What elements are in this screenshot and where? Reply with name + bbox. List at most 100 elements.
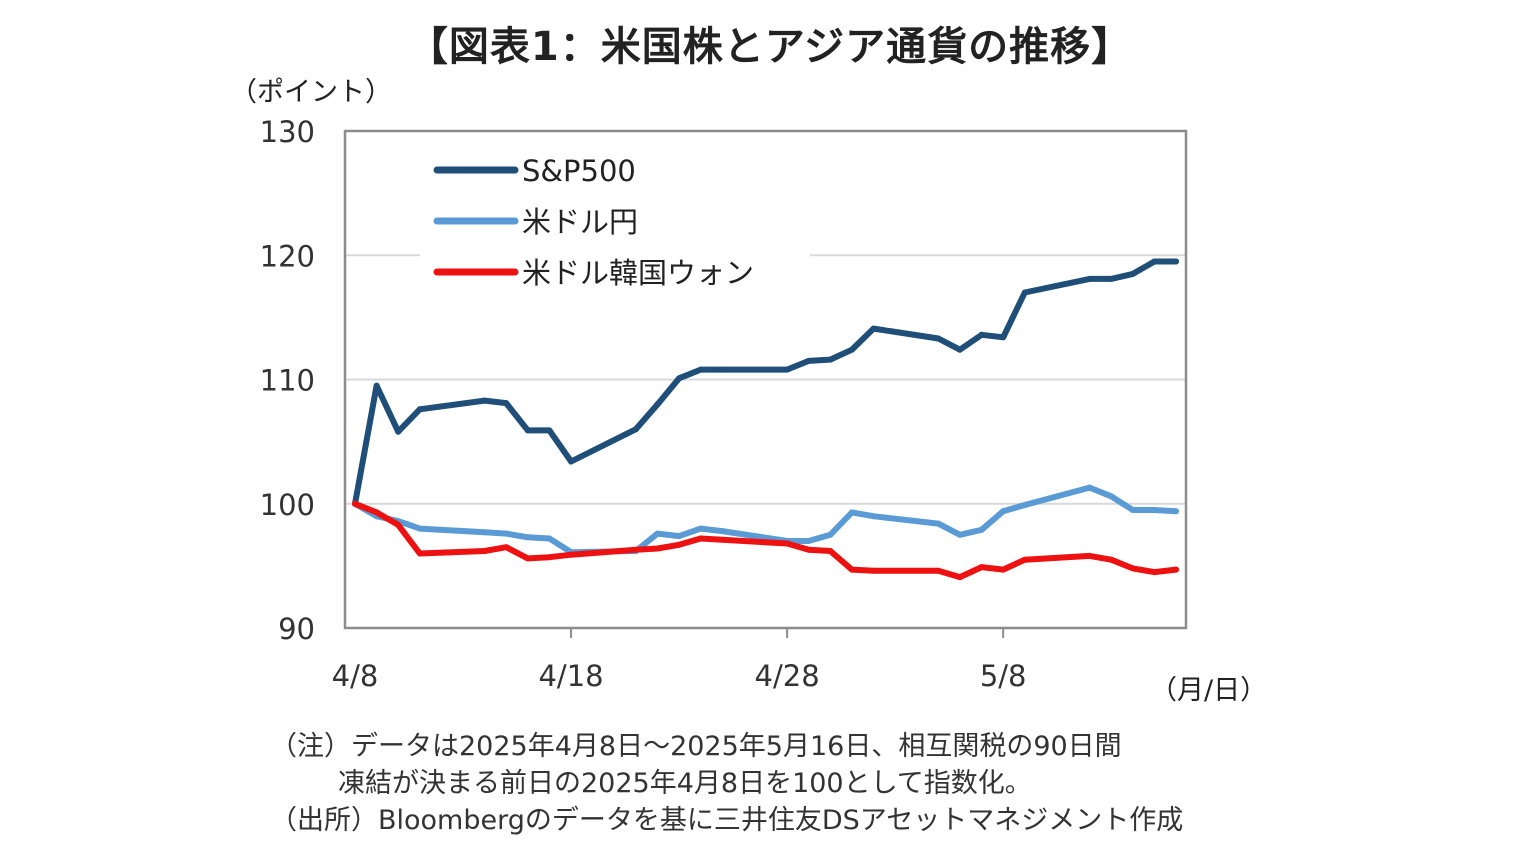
y-tick-label-110: 110 bbox=[260, 364, 315, 398]
series-0-point-5/5 bbox=[935, 335, 942, 342]
series-0-point-5/13 bbox=[1108, 275, 1115, 282]
series-0-point-4/25 bbox=[719, 366, 726, 373]
series-0-point-5/8 bbox=[1000, 334, 1007, 341]
series-1-point-5/1 bbox=[848, 509, 855, 516]
series-2-point-4/28 bbox=[784, 540, 791, 547]
series-0-point-5/7 bbox=[978, 331, 985, 338]
y-tick-label-130: 130 bbox=[260, 115, 315, 149]
series-0-point-4/10 bbox=[395, 428, 402, 435]
legend-label-2: 米ドル韓国ウォン bbox=[522, 256, 754, 290]
series-1-point-4/15 bbox=[503, 530, 510, 537]
series-2-point-4/30 bbox=[827, 548, 834, 554]
series-2-point-4/8 bbox=[352, 500, 358, 507]
series-1-point-5/15 bbox=[1151, 507, 1158, 513]
series-0-point-4/11 bbox=[416, 406, 423, 413]
legend-label-1: 米ドル円 bbox=[522, 205, 638, 239]
series-1-point-4/30 bbox=[827, 531, 834, 538]
series-2-point-5/7 bbox=[978, 564, 985, 571]
series-1-point-4/17 bbox=[546, 535, 553, 542]
series-0-point-4/9 bbox=[373, 382, 380, 389]
series-1-point-5/13 bbox=[1108, 493, 1115, 500]
series-1-point-5/8 bbox=[1000, 508, 1007, 515]
series-2-point-5/6 bbox=[956, 574, 963, 581]
series-2-point-4/23 bbox=[676, 541, 683, 548]
series-2-point-5/15 bbox=[1151, 569, 1158, 576]
series-0-point-4/14 bbox=[481, 397, 488, 404]
series-0-point-4/16 bbox=[524, 427, 531, 434]
series-2-point-5/5 bbox=[935, 567, 942, 574]
series-2-point-4/22 bbox=[654, 545, 661, 552]
series-0-point-5/15 bbox=[1151, 258, 1158, 265]
series-1-point-5/12 bbox=[1086, 484, 1093, 491]
series-1-point-4/25 bbox=[719, 528, 726, 535]
series-2-point-4/9 bbox=[373, 509, 380, 516]
series-2-point-4/18 bbox=[568, 551, 575, 558]
y-tick-label-100: 100 bbox=[260, 488, 315, 522]
series-0-point-4/30 bbox=[827, 356, 834, 363]
series-0-point-5/6 bbox=[956, 346, 963, 353]
series-2-point-5/14 bbox=[1129, 565, 1136, 572]
series-2-point-5/9 bbox=[1021, 556, 1028, 563]
plot-area-border bbox=[343, 129, 1188, 630]
series-1-point-5/9 bbox=[1021, 502, 1028, 508]
series-2-point-4/25 bbox=[719, 536, 726, 543]
series-1-point-5/5 bbox=[935, 520, 942, 527]
series-line-2 bbox=[352, 500, 1179, 581]
series-2-point-4/15 bbox=[503, 544, 510, 551]
series-2-point-4/17 bbox=[546, 554, 553, 561]
series-1-point-4/16 bbox=[524, 534, 531, 541]
series-1-point-4/29 bbox=[805, 538, 812, 544]
series-1-point-4/22 bbox=[654, 530, 661, 537]
note-line-2: 凍結が決まる前日の2025年4月8日を100として指数化。 bbox=[338, 768, 1032, 799]
x-tick-label-5/8: 5/8 bbox=[980, 659, 1027, 693]
series-2-point-4/10 bbox=[395, 521, 402, 528]
series-0-point-5/1 bbox=[848, 346, 855, 353]
series-1-point-5/6 bbox=[956, 531, 963, 538]
source-line: （出所）Bloombergのデータを基に三井住友DSアセットマネジメント作成 bbox=[270, 805, 1184, 836]
series-1-point-4/24 bbox=[697, 525, 704, 532]
series-1-point-5/16 bbox=[1173, 508, 1179, 515]
series-0-point-5/14 bbox=[1129, 270, 1136, 277]
series-0-point-4/24 bbox=[697, 366, 704, 373]
series-2-point-5/1 bbox=[848, 566, 855, 573]
series-0-point-4/22 bbox=[654, 401, 661, 408]
series-2-point-5/2 bbox=[870, 567, 877, 574]
series-0-point-5/16 bbox=[1173, 258, 1179, 265]
x-tick-label-4/8: 4/8 bbox=[332, 659, 379, 693]
series-2-point-4/29 bbox=[805, 546, 812, 553]
series-1-point-4/23 bbox=[676, 533, 683, 540]
series-2-point-4/16 bbox=[524, 555, 531, 562]
y-axis-unit-label: （ポイント） bbox=[230, 77, 392, 108]
series-1-point-4/14 bbox=[481, 529, 488, 536]
series-0-point-4/21 bbox=[632, 426, 639, 433]
series-1-point-5/14 bbox=[1129, 507, 1136, 513]
series-0-point-4/29 bbox=[805, 357, 812, 364]
series-2-point-4/11 bbox=[416, 550, 423, 557]
chart-notes: （注）データは2025年4月8日～2025年5月16日、相互関税の90日間 凍結… bbox=[270, 728, 1183, 839]
chart-title: 【図表1：米国株とアジア通貨の推移】 bbox=[407, 24, 1133, 70]
series-2-point-4/21 bbox=[632, 546, 639, 553]
series-0-point-5/2 bbox=[870, 325, 877, 332]
x-tick-label-4/18: 4/18 bbox=[538, 659, 603, 693]
series-0-point-5/12 bbox=[1086, 275, 1093, 282]
axes: 90 100 110 120 130 4/8 4/18 4/28 5/8 bbox=[260, 115, 1188, 693]
series-0-point-4/17 bbox=[546, 427, 553, 434]
series-2-point-5/13 bbox=[1108, 556, 1115, 563]
note-line-1: （注）データは2025年4月8日～2025年5月16日、相互関税の90日間 bbox=[270, 731, 1122, 762]
x-tick-label-4/28: 4/28 bbox=[755, 659, 820, 693]
series-2-point-5/16 bbox=[1173, 566, 1179, 573]
series-0-point-4/15 bbox=[503, 400, 510, 407]
series-1-point-4/11 bbox=[416, 525, 423, 532]
series-2-point-5/8 bbox=[1000, 566, 1007, 573]
series-2-point-5/12 bbox=[1086, 552, 1093, 559]
y-tick-label-120: 120 bbox=[260, 239, 315, 273]
series-0-point-5/9 bbox=[1021, 289, 1028, 296]
series-0-point-4/28 bbox=[784, 366, 791, 373]
x-axis-unit-label: （月/日） bbox=[1150, 675, 1268, 706]
series-lines bbox=[352, 258, 1179, 581]
series-1-point-5/2 bbox=[870, 513, 877, 520]
y-tick-label-90: 90 bbox=[278, 612, 315, 646]
series-2-point-4/14 bbox=[481, 548, 488, 554]
